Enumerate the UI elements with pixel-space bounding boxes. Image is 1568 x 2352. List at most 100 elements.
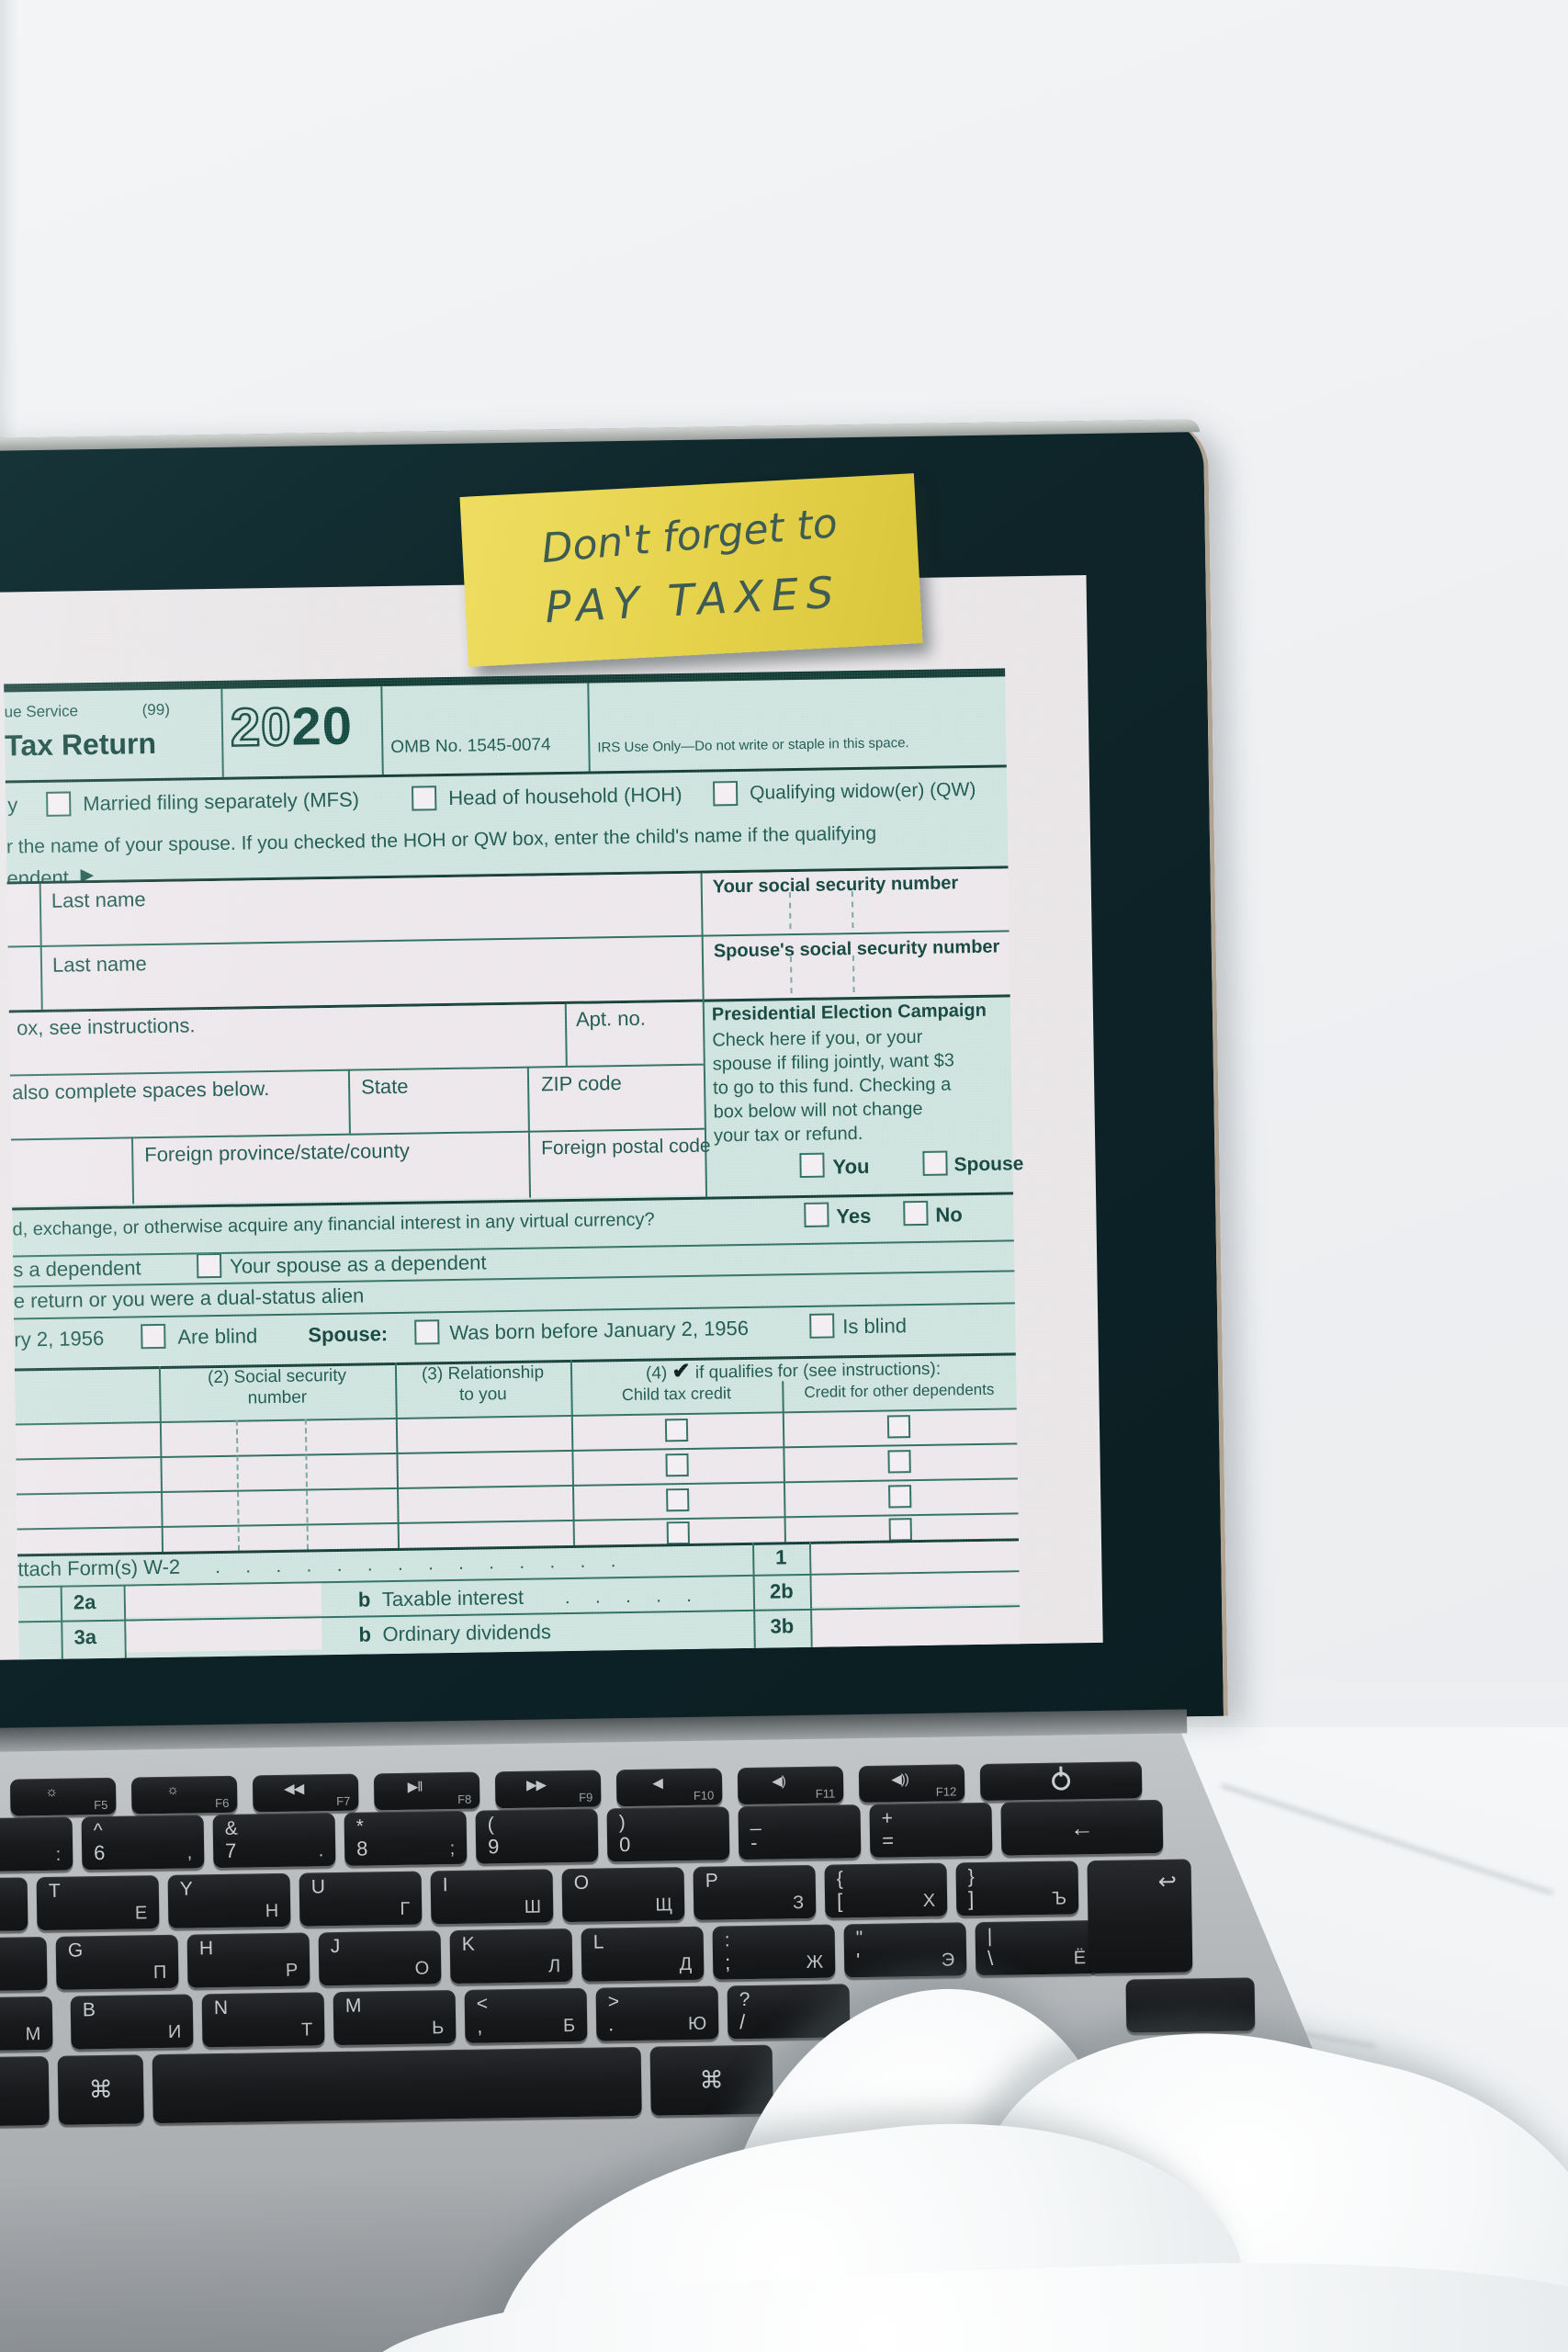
key-blank[interactable] [0,2055,50,2127]
state-label[interactable]: State [360,1074,409,1099]
key-([interactable]: (9 [475,1808,599,1864]
key-cmd[interactable]: ⌘ [649,2044,773,2116]
key-F6[interactable]: ☼ F6 [130,1775,238,1815]
key-←[interactable]: ← [1000,1799,1164,1856]
last-name-label-2[interactable]: Last name [51,952,147,977]
zip-label[interactable]: ZIP code [540,1071,622,1096]
other-dependents-header: Credit for other dependents [804,1380,995,1401]
key-{[interactable]: {[Х [824,1862,948,1918]
last-name-label-1[interactable]: Last name [51,888,146,912]
key-^[interactable]: ^ 6, [81,1815,205,1871]
key-cmd[interactable]: ⌘ [57,2054,144,2125]
line-3b-label: 3b [770,1614,795,1638]
amount-cell-2b[interactable] [811,1572,1021,1607]
foreign-postal-label[interactable]: Foreign postal code [541,1135,711,1159]
amount-cell-3a[interactable] [126,1618,322,1653]
dep-row-checkbox[interactable] [886,1415,911,1439]
checkbox-mfs[interactable] [46,791,72,817]
checkbox-vc-no[interactable] [903,1200,929,1227]
key-:[interactable]: :; Ж [712,1924,836,1980]
key-:[interactable]: : [0,1816,73,1872]
amount-cell-1[interactable] [811,1541,1020,1574]
amount-cell-3b[interactable] [812,1607,1021,1647]
media-icon: ◀)) [891,1771,908,1788]
dep-row-checkbox[interactable] [888,1518,912,1542]
key-*[interactable]: * 8; [344,1810,468,1866]
checkbox-vc-yes[interactable] [804,1202,829,1227]
key-|[interactable]: | \ Ё [975,1920,1099,1976]
key-<[interactable]: <, Б [464,1987,588,2043]
dep-col2-header: (2) Social security [207,1365,347,1388]
key-legend-cyrillic: Т [300,2019,313,2041]
key-_[interactable]: _ - [738,1804,862,1860]
key-+[interactable]: + = [869,1802,993,1858]
apt-no-label[interactable]: Apt. no. [575,1006,647,1031]
year-bold: 20 [290,695,354,757]
key-legend-main: [ [836,1889,843,1913]
key-"[interactable]: " ' Э [843,1922,967,1978]
key-F12[interactable]: ◀)) F12 [858,1764,965,1804]
key-legend-top: M [344,1995,362,2017]
key-&[interactable]: & 7. [212,1813,336,1869]
key-blank[interactable] [0,1877,28,1933]
key-F8[interactable]: ▶‖ F8 [373,1771,480,1811]
checkbox-is-blind[interactable] [809,1313,835,1339]
fkey-label: F8 [457,1792,472,1806]
city-partial[interactable]: also complete spaces below. [11,1077,270,1104]
key-F11[interactable]: ◀) F11 [737,1766,844,1805]
key-legend-cyrillic: Ё [1073,1948,1087,1969]
key-}[interactable]: }] Ъ [955,1860,1079,1917]
key-F5[interactable]: ☼ F5 [9,1777,117,1816]
pec-you-label: You [832,1154,870,1179]
dep-row-checkbox[interactable] [666,1521,690,1545]
checkbox-qw[interactable] [712,781,739,807]
key-legend-top: O [573,1871,590,1894]
dep-row-checkbox[interactable] [665,1453,689,1477]
key-blank[interactable] [152,2046,642,2124]
key-legend-center: ⌘ [699,2065,724,2094]
dob-partial: ry 2, 1956 [14,1326,105,1351]
key-F10[interactable]: ◀ F10 [615,1768,723,1807]
taxable-interest-label: Taxable interest [381,1585,525,1611]
key-F9[interactable]: ▶▶ F9 [494,1770,602,1809]
key-М[interactable]: М [0,1996,53,2052]
key-blank[interactable] [0,1936,48,1992]
checkbox-spouse-born[interactable] [414,1319,440,1345]
dep-row-checkbox[interactable] [664,1418,689,1442]
key-legend-top: ? [739,1988,750,2011]
dep-row-checkbox[interactable] [666,1487,690,1512]
dep-row-checkbox[interactable] [887,1450,911,1474]
key-F7[interactable]: ◀◀ F7 [252,1773,359,1813]
checkbox-are-blind[interactable] [141,1323,166,1350]
checkbox-hoh[interactable] [411,786,437,811]
key-blank[interactable] [979,1761,1143,1802]
home-address-partial[interactable]: ox, see instructions. [16,1013,196,1040]
amount-cell-2a[interactable] [125,1583,322,1618]
check-icon: ✔ [671,1358,691,1385]
foreign-province-label[interactable]: Foreign province/state/county [144,1138,411,1167]
key-return[interactable]: ↩ [1087,1859,1193,1974]
key->[interactable]: >. Ю [595,1985,719,2041]
key-legend-top: J [330,1935,341,1958]
key-)[interactable]: ) 0 [606,1806,730,1862]
checkbox-pec-spouse[interactable] [922,1150,948,1176]
key-shift-right[interactable] [1125,1977,1256,2033]
checkbox-spouse-dependent[interactable] [196,1252,222,1279]
dep-row-checkbox[interactable] [888,1485,912,1509]
label-mfs: Married filing separately (MFS) [83,787,360,816]
checkbox-pec-you[interactable] [799,1152,825,1179]
